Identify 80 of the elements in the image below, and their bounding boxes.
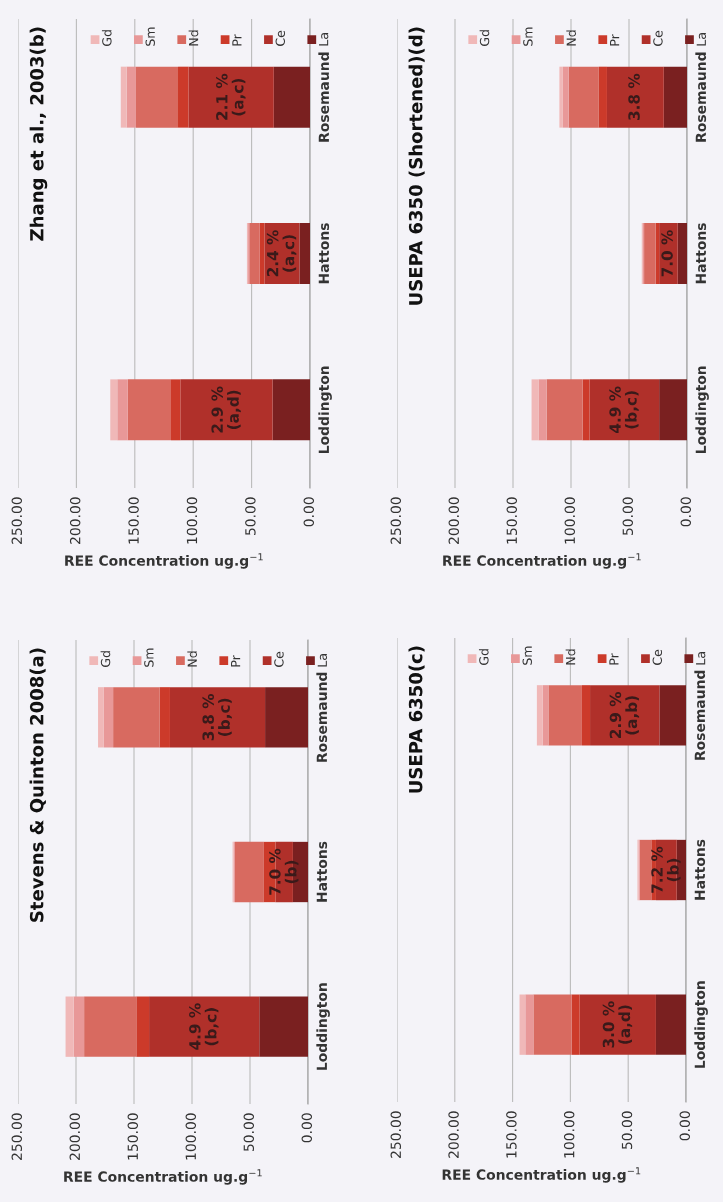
annotation: 7.0 % [661, 230, 673, 277]
text: USEPA 6350(c) [408, 646, 425, 793]
y-tick-label: Loddington [695, 366, 709, 454]
x-tick-label: 100.00 [563, 1111, 575, 1158]
x-tick-label: 200.00 [448, 497, 460, 544]
legend-label: Gd [479, 30, 490, 46]
x-tick-label: 100.00 [185, 1113, 197, 1160]
text: USEPA 6350 (Shortened)(d) [408, 27, 425, 305]
x-tick-label: 150.00 [127, 1113, 139, 1160]
annotation: 4.9 % (b,c) [609, 386, 639, 433]
legend-label: Sm [522, 646, 532, 665]
y-tick-label: Loddington [694, 981, 708, 1068]
legend-label: Ce [274, 651, 284, 667]
text: Zhang et al., 2003(b) [29, 27, 48, 241]
x-tick-label: 50.00 [622, 497, 634, 536]
y-tick-label: Rosemaund [695, 52, 707, 142]
y-tick-label: Hattons [695, 223, 707, 284]
y-tick-label: Rosemaund [318, 52, 330, 142]
annotation: 2.4 % (a,c) [266, 230, 297, 277]
x-axis-title: REE Concentration ug.g$^{−1}$ [442, 1167, 641, 1183]
legend-label: Pr [610, 34, 620, 46]
x-tick-label: 0.00 [303, 497, 315, 527]
x-tick-label: 150.00 [128, 497, 139, 544]
legend-label: La [317, 654, 328, 667]
x-tick-label: 50.00 [243, 1113, 255, 1152]
x-tick-label: 150.00 [506, 1111, 517, 1158]
text: Stevens & Quinton 2008(a) [29, 648, 46, 922]
x-tick-label: 250.00 [11, 1113, 23, 1160]
x-tick-label: 50.00 [245, 497, 256, 536]
x-tick-label: 100.00 [186, 497, 198, 544]
y-tick-label: Hattons [694, 839, 706, 900]
legend-label: Pr [231, 655, 241, 667]
annotation: 2.1 % (a,c) [216, 73, 246, 120]
x-tick-label: 250.00 [390, 497, 402, 544]
annotation: 7.0 % (b) [269, 848, 299, 895]
legend-label: Gd [101, 30, 112, 46]
legend-label: Pr [232, 34, 242, 46]
legend-label: Ce [653, 30, 663, 46]
legend-label: Pr [609, 653, 619, 665]
annotation: 3.8 % (b,c) [202, 693, 232, 741]
x-tick-label: 250.00 [11, 497, 23, 544]
x-axis-title: REE Concentration ug.g$^{−1}$ [64, 1169, 262, 1185]
legend-label: Ce [652, 649, 663, 665]
x-tick-label: 100.00 [564, 497, 576, 544]
x-tick-label: 250.00 [390, 1111, 402, 1158]
legend-label: La [696, 652, 706, 665]
legend-label: Gd [100, 651, 111, 667]
y-tick-label: Rosemaund [316, 672, 328, 762]
y-tick-label: Hattons [316, 841, 328, 902]
x-tick-label: 200.00 [69, 497, 81, 544]
y-tick-label: Loddington [318, 366, 332, 454]
y-tick-label: Hattons [318, 223, 330, 284]
annotation: 2.9 % (a,d) [211, 386, 241, 433]
y-tick-label: Rosemaund [694, 670, 706, 760]
legend-label: La [319, 33, 329, 46]
x-tick-label: 50.00 [621, 1111, 633, 1150]
legend-label: Gd [478, 649, 489, 665]
annotation: 3.0 % (a,d) [602, 1001, 633, 1048]
legend-label: Sm [523, 27, 533, 46]
legend-label: Sm [145, 27, 155, 46]
annotation: 3.8 % [628, 73, 640, 120]
x-tick-label: 0.00 [301, 1113, 313, 1143]
legend-label: Sm [144, 648, 154, 667]
x-tick-label: 150.00 [506, 497, 518, 544]
x-tick-label: 0.00 [679, 1111, 691, 1141]
x-tick-label: 200.00 [69, 1113, 81, 1160]
x-tick-label: 0.00 [680, 497, 692, 527]
x-tick-label: 200.00 [448, 1111, 459, 1158]
legend-label: Nd [566, 30, 576, 46]
legend-label: Nd [188, 30, 199, 46]
legend-label: La [696, 33, 707, 46]
annotation: 4.9 % (b,c) [189, 1003, 219, 1050]
x-axis-title: REE Concentration ug.g$^{−1}$ [443, 553, 641, 569]
legend-label: Ce [275, 30, 285, 46]
legend-label: Nd [187, 651, 197, 667]
x-axis-title: REE Concentration ug.g$^{−1}$ [65, 553, 263, 569]
annotation: 7.2 % (b) [651, 846, 681, 893]
y-tick-label: Loddington [316, 983, 330, 1070]
legend-label: Nd [565, 649, 576, 665]
annotation: 2.9 % (a,b) [609, 691, 640, 738]
